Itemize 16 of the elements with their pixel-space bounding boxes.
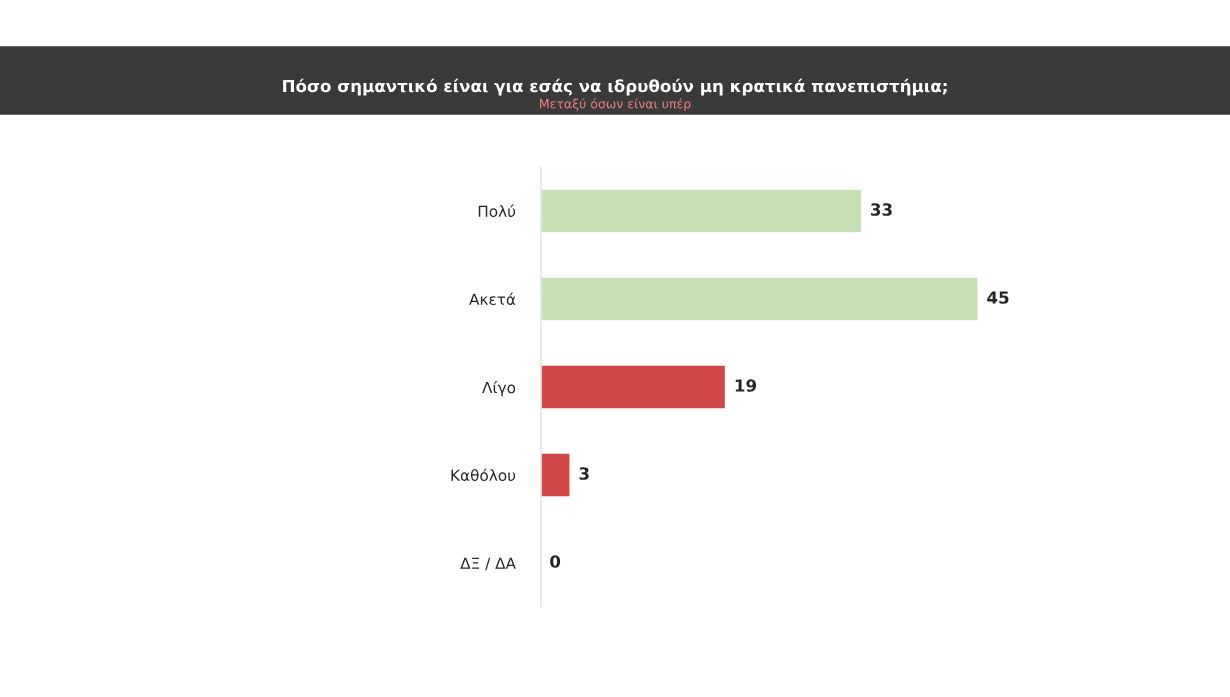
chart-title: Πόσο σημαντικό είναι για εσάς να ιδρυθούν μη κρατικά πανεπιστήμια;	[283, 78, 947, 96]
bar	[541, 364, 727, 410]
chart-subtitle: Μεταξύ όσων είναι υπέρ	[540, 98, 691, 111]
y-tick-label: Λίγο	[482, 380, 516, 397]
bar	[541, 276, 979, 322]
y-tick-label: Πολύ	[478, 204, 516, 218]
bar	[541, 452, 571, 498]
data-label: 33	[871, 203, 892, 216]
bar	[541, 188, 863, 234]
data-label: 45	[987, 291, 1009, 304]
data-label: 3	[579, 467, 589, 480]
data-label: 0	[550, 555, 561, 568]
data-label: 19	[735, 379, 757, 392]
y-tick-label: Καθόλου	[451, 468, 516, 482]
y-tick-label: Ακετά	[469, 292, 516, 306]
y-tick-label: ΔΞ / ΔΑ	[460, 557, 516, 571]
